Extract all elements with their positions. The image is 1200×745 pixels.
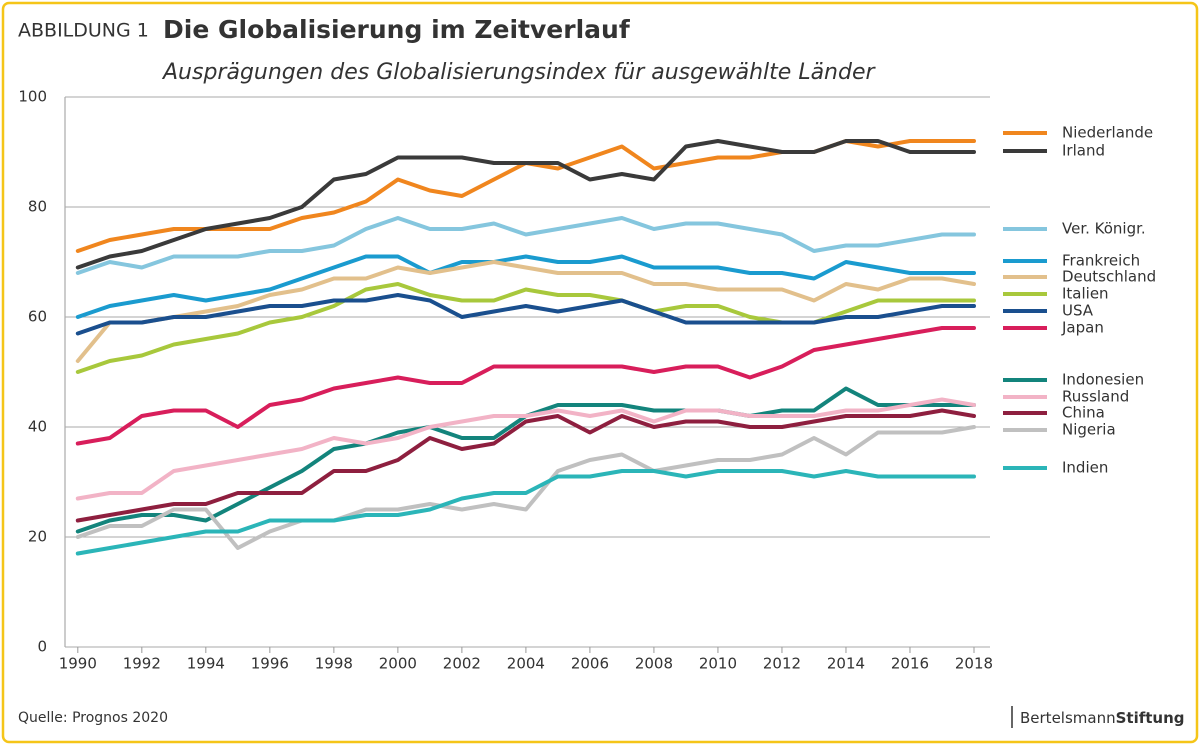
x-tick-label: 2002 [443,655,481,673]
x-tick-label: 1994 [187,655,225,673]
x-tick-label: 2008 [635,655,673,673]
x-tick-label: 1990 [59,655,97,673]
x-tick-label: 1996 [251,655,289,673]
x-tick-label: 1998 [315,655,353,673]
legend-label: Irland [1062,142,1105,160]
legend-label: Frankreich [1062,252,1140,270]
brand-light: Bertelsmann [1020,709,1116,727]
source: Quelle: Prognos 2020 [18,710,168,726]
x-tick-label: 2014 [827,655,865,673]
figure-label: ABBILDUNG 1 [18,20,149,42]
y-tick-label: 40 [28,418,47,436]
series-line [75,469,976,556]
x-tick-label: 2006 [571,655,609,673]
series-line [75,293,976,336]
x-tick-label: 1992 [123,655,161,673]
y-tick-label: 0 [37,638,47,656]
x-tick-label: 2018 [955,655,993,673]
x-tick-label: 2000 [379,655,417,673]
brand-bold: Stiftung [1116,709,1185,727]
legend-label: Ver. Königr. [1062,220,1146,238]
plot: 0 20 40 60 80 100 1990 1992 1994 1996 1998 2000 2002… [18,88,1156,673]
chart-title: Die Globalisierung im Zeitverlauf [163,15,631,44]
series-line [75,254,976,319]
legend-label: China [1062,404,1105,422]
series-line [75,425,976,550]
x-tick-label: 2012 [763,655,801,673]
legend-label: Indien [1062,459,1108,477]
x-tick-label: 2016 [891,655,929,673]
legend-label: Deutschland [1062,268,1156,286]
y-tick-label: 80 [28,198,47,216]
series-line [75,326,976,446]
legend-label: USA [1062,302,1094,320]
legend-label: Nigeria [1062,421,1116,439]
series-line [75,139,976,270]
y-tick-label: 60 [28,308,47,326]
brand: BertelsmannStiftung [1020,709,1185,727]
x-tick-label: 2004 [507,655,545,673]
legend-label: Indonesien [1062,371,1144,389]
series-line [75,408,976,523]
series-line [75,397,976,501]
legend-label: Japan [1061,319,1104,337]
x-tick-label: 2010 [699,655,737,673]
series-line [75,216,976,275]
legend-label: Russland [1062,388,1129,406]
series-line [75,260,976,363]
legend-label: Niederlande [1062,124,1153,142]
legend-label: Italien [1062,285,1109,303]
y-tick-label: 20 [28,528,47,546]
y-tick-label: 100 [18,88,47,106]
chart-subtitle: Ausprägungen des Globalisierungsindex fü… [161,60,876,85]
